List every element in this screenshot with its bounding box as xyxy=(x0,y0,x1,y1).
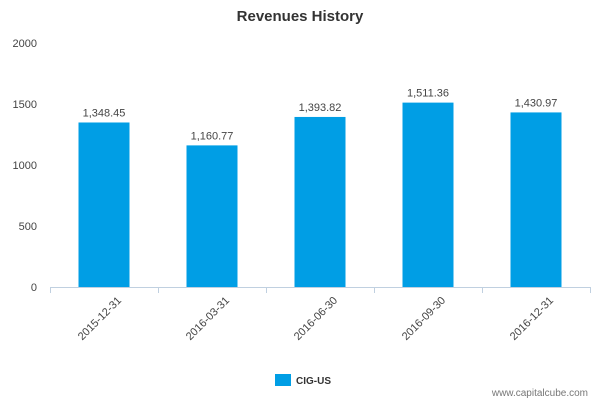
watermark: www.capitalcube.com xyxy=(491,388,588,399)
x-tick-label: 2015-12-31 xyxy=(76,295,124,343)
x-axis: 2015-12-31 2016-03-31 2016-06-30 2016-09-30… xyxy=(50,287,591,343)
chart-title: Revenues History xyxy=(237,8,364,25)
y-tick-label: 500 xyxy=(19,221,37,233)
y-tick-label: 0 xyxy=(31,282,37,294)
y-tick-label: 1500 xyxy=(13,99,37,111)
legend-label: CIG-US xyxy=(296,376,331,387)
x-tick-label: 2016-12-31 xyxy=(508,295,556,343)
x-tick-label: 2016-03-31 xyxy=(184,295,232,343)
y-tick-label: 2000 xyxy=(13,38,37,50)
bar xyxy=(510,112,562,287)
x-tick-label: 2016-09-30 xyxy=(400,295,448,343)
legend-swatch xyxy=(275,374,291,386)
data-label: 1,160.77 xyxy=(191,130,234,142)
bar xyxy=(402,102,454,288)
y-tick-label: 1000 xyxy=(13,160,37,172)
x-tick-label: 2016-06-30 xyxy=(292,295,340,343)
data-label: 1,393.82 xyxy=(299,102,342,114)
bar xyxy=(294,116,346,288)
y-axis: 0 500 1000 1500 2000 xyxy=(13,38,37,294)
data-label: 1,430.97 xyxy=(515,97,558,109)
bar-series: 1,348.45 1,160.77 1,393.82 1,511.36 1,430.97 xyxy=(78,88,562,288)
data-label: 1,348.45 xyxy=(83,107,126,119)
data-label: 1,511.36 xyxy=(407,88,449,100)
bar xyxy=(186,145,238,287)
legend[interactable]: CIG-US xyxy=(275,374,331,387)
bar xyxy=(78,122,130,287)
